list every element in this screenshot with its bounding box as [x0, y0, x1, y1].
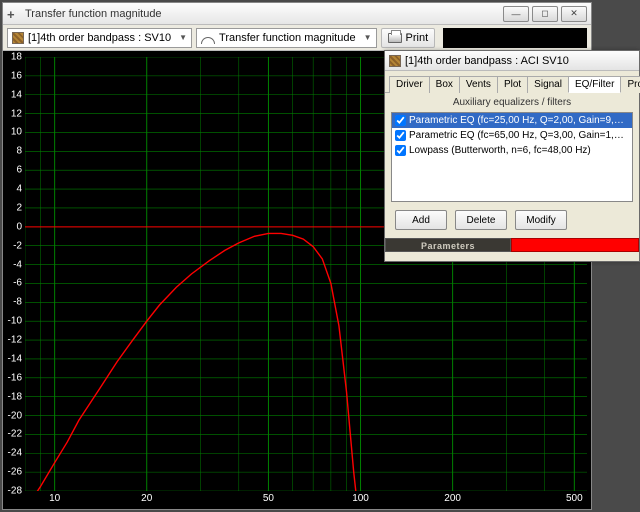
filter-checkbox[interactable] — [395, 145, 406, 156]
dataset-dropdown[interactable]: [1]4th order bandpass : SV10 ▼ — [7, 28, 192, 48]
x-axis: 10 20 50 100 200 500 — [25, 491, 591, 509]
y-tick-label: -20 — [8, 410, 22, 421]
add-button[interactable]: Add — [395, 210, 447, 230]
x-tick-label: 500 — [566, 493, 583, 504]
x-tick-label: 200 — [444, 493, 461, 504]
chart-title: Transfer function magnitude — [25, 8, 503, 20]
filter-row[interactable]: Parametric EQ (fc=25,00 Hz, Q=2,00, Gain… — [392, 113, 632, 128]
app-icon: + — [7, 7, 21, 21]
y-tick-label: 4 — [16, 184, 22, 195]
y-tick-label: -26 — [8, 467, 22, 478]
measure-dropdown[interactable]: Transfer function magnitude ▼ — [196, 28, 376, 48]
modify-button[interactable]: Modify — [515, 210, 567, 230]
y-tick-label: 8 — [16, 146, 22, 157]
print-label: Print — [406, 32, 429, 44]
y-tick-label: -16 — [8, 372, 22, 383]
y-tick-label: 12 — [11, 108, 22, 119]
chevron-down-icon: ▼ — [179, 33, 187, 42]
chevron-down-icon: ▼ — [364, 33, 372, 42]
filter-titlebar[interactable]: [1]4th order bandpass : ACI SV10 — [385, 51, 639, 71]
y-tick-label: 0 — [16, 221, 22, 232]
maximize-button[interactable]: ◻ — [532, 6, 558, 22]
x-tick-label: 50 — [263, 493, 274, 504]
filter-button-row: Add Delete Modify — [385, 202, 639, 238]
y-tick-label: -2 — [13, 240, 22, 251]
curve-icon — [201, 32, 215, 44]
filter-checkbox[interactable] — [395, 130, 406, 141]
y-tick-label: 2 — [16, 202, 22, 213]
y-tick-label: -24 — [8, 448, 22, 459]
y-tick-label: 18 — [11, 52, 22, 63]
tab-vents[interactable]: Vents — [459, 76, 498, 93]
filter-window-title: [1]4th order bandpass : ACI SV10 — [405, 55, 569, 67]
tab-driver[interactable]: Driver — [389, 76, 430, 93]
tab-plot[interactable]: Plot — [497, 76, 528, 93]
minimize-button[interactable]: — — [503, 6, 529, 22]
delete-button[interactable]: Delete — [455, 210, 507, 230]
y-tick-label: -8 — [13, 297, 22, 308]
tab-signal[interactable]: Signal — [527, 76, 569, 93]
y-tick-label: -14 — [8, 353, 22, 364]
measure-label: Transfer function magnitude — [219, 32, 356, 44]
x-tick-label: 10 — [49, 493, 60, 504]
close-button[interactable]: ✕ — [561, 6, 587, 22]
parameters-label[interactable]: Parameters — [385, 238, 511, 252]
y-tick-label: 14 — [11, 89, 22, 100]
filter-text: Parametric EQ (fc=65,00 Hz, Q=3,00, Gain… — [409, 130, 629, 141]
dataset-label: [1]4th order bandpass : SV10 — [28, 32, 171, 44]
y-tick-label: -6 — [13, 278, 22, 289]
y-tick-label: 6 — [16, 165, 22, 176]
tab-box[interactable]: Box — [429, 76, 460, 93]
parameters-bar: Parameters — [385, 238, 639, 252]
y-tick-label: -22 — [8, 429, 22, 440]
y-tick-label: -12 — [8, 335, 22, 346]
filter-window: [1]4th order bandpass : ACI SV10 DriverB… — [384, 50, 640, 262]
x-tick-label: 100 — [352, 493, 369, 504]
parameters-indicator — [511, 238, 639, 252]
y-tick-label: -18 — [8, 391, 22, 402]
filter-row[interactable]: Parametric EQ (fc=65,00 Hz, Q=3,00, Gain… — [392, 128, 632, 143]
y-tick-label: 10 — [11, 127, 22, 138]
y-tick-label: -10 — [8, 316, 22, 327]
print-icon — [388, 33, 402, 43]
y-axis: -28-26-24-22-20-18-16-14-12-10-8-6-4-202… — [3, 51, 25, 491]
tab-project[interactable]: Project — [620, 76, 640, 93]
tab-strip: DriverBoxVentsPlotSignalEQ/FilterProject — [385, 71, 639, 93]
toolbar-spacer — [443, 28, 587, 48]
tab-eqfilter[interactable]: EQ/Filter — [568, 76, 621, 93]
y-tick-label: -28 — [8, 486, 22, 497]
y-tick-label: -4 — [13, 259, 22, 270]
x-tick-label: 20 — [141, 493, 152, 504]
chart-toolbar: [1]4th order bandpass : SV10 ▼ Transfer … — [3, 25, 591, 51]
filter-text: Lowpass (Butterworth, n=6, fc=48,00 Hz) — [409, 145, 591, 156]
filter-list[interactable]: Parametric EQ (fc=25,00 Hz, Q=2,00, Gain… — [391, 112, 633, 202]
y-tick-label: 16 — [11, 70, 22, 81]
filter-text: Parametric EQ (fc=25,00 Hz, Q=2,00, Gain… — [409, 115, 629, 126]
filter-checkbox[interactable] — [395, 115, 406, 126]
chart-titlebar[interactable]: + Transfer function magnitude — ◻ ✕ — [3, 3, 591, 25]
window-icon — [389, 55, 401, 67]
filters-section-header: Auxiliary equalizers / filters — [385, 93, 639, 112]
filter-row[interactable]: Lowpass (Butterworth, n=6, fc=48,00 Hz) — [392, 143, 632, 158]
print-button[interactable]: Print — [381, 28, 436, 48]
dataset-icon — [12, 32, 24, 44]
